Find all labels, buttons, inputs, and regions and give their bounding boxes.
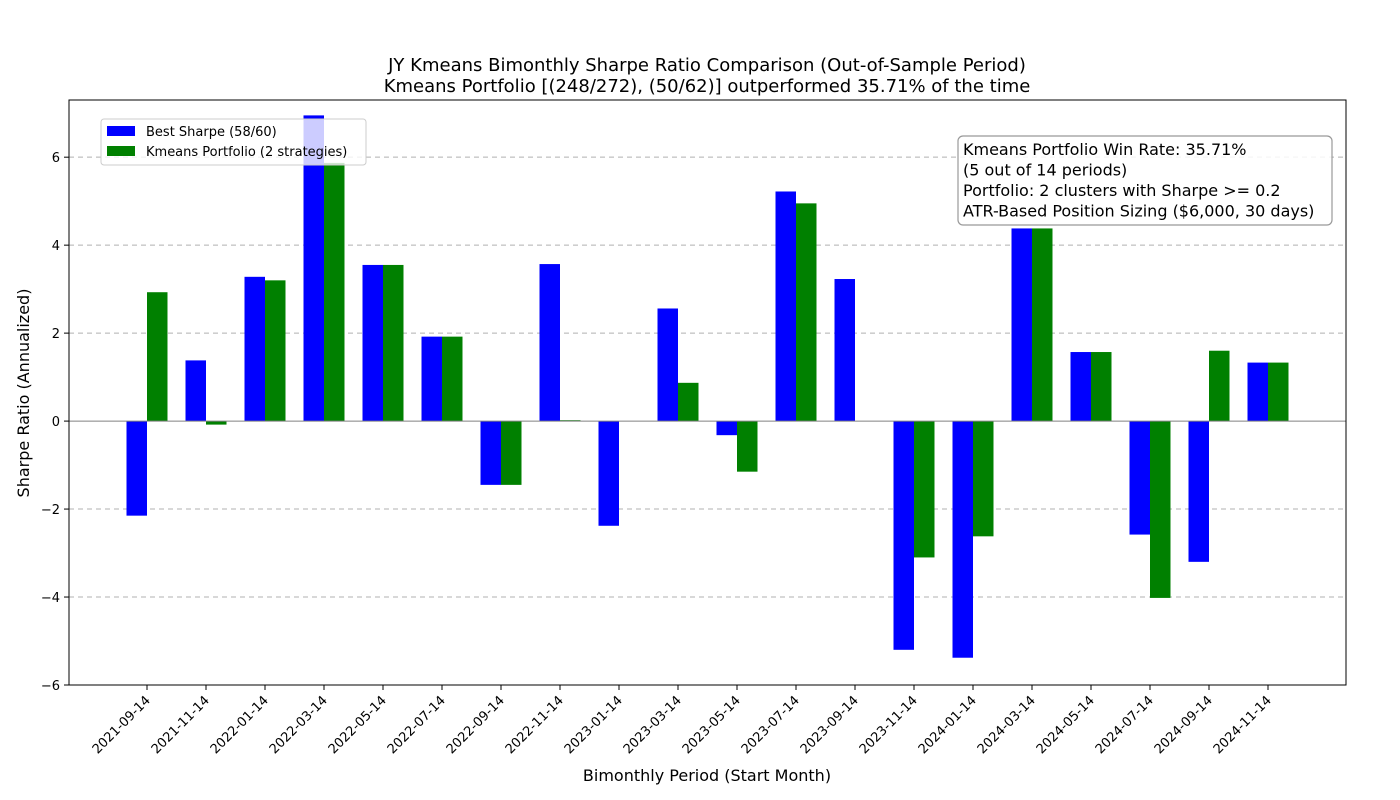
x-axis-label: Bimonthly Period (Start Month) bbox=[583, 766, 831, 785]
best-sharpe-bar-2024-03-14 bbox=[1011, 228, 1032, 422]
x-tick-label: 2023-01-14 bbox=[562, 693, 626, 757]
x-tick-label: 2021-11-14 bbox=[149, 693, 213, 757]
y-tick-label: 2 bbox=[52, 327, 60, 342]
best-sharpe-bar-2022-05-14 bbox=[362, 264, 383, 422]
x-tick-label: 2022-01-14 bbox=[208, 693, 272, 757]
kmeans-portfolio-bar-2023-03-14 bbox=[678, 382, 699, 422]
kmeans-portfolio-bar-2022-03-14 bbox=[324, 162, 345, 422]
annotation-line: ATR-Based Position Sizing ($6,000, 30 da… bbox=[963, 202, 1314, 221]
best-sharpe-bar-2023-11-14 bbox=[893, 421, 914, 650]
annotation-line: (5 out of 14 periods) bbox=[963, 161, 1127, 180]
best-sharpe-bar-2022-09-14 bbox=[480, 421, 501, 485]
x-ticks: 2021-09-142021-11-142022-01-142022-03-14… bbox=[90, 685, 1275, 757]
annotation-box bbox=[957, 135, 1333, 226]
best-sharpe-bar-2023-05-14 bbox=[716, 421, 737, 436]
y-tick-label: 0 bbox=[52, 415, 60, 430]
x-tick-label: 2024-07-14 bbox=[1093, 693, 1157, 757]
best-sharpe-bar-2021-11-14 bbox=[185, 360, 206, 422]
x-tick-label: 2023-05-14 bbox=[680, 693, 744, 757]
kmeans-portfolio-bar-2024-11-14 bbox=[1268, 362, 1289, 422]
chart-title: JY Kmeans Bimonthly Sharpe Ratio Compari… bbox=[387, 55, 1026, 76]
best-sharpe-bar-2024-07-14 bbox=[1129, 421, 1150, 535]
x-tick-label: 2023-03-14 bbox=[621, 693, 685, 757]
kmeans-portfolio-bar-2024-07-14 bbox=[1150, 421, 1171, 598]
annotation-line: Portfolio: 2 clusters with Sharpe >= 0.2 bbox=[963, 181, 1281, 200]
plot-frame bbox=[68, 99, 1347, 686]
legend: Best Sharpe (58/60) Kmeans Portfolio (2 s… bbox=[100, 118, 367, 166]
win-rate-annotation: Kmeans Portfolio Win Rate: 35.71% (5 out … bbox=[957, 135, 1333, 226]
kmeans-portfolio-bar-2021-11-14 bbox=[206, 421, 227, 425]
kmeans-portfolio-bar-2022-01-14 bbox=[265, 280, 286, 422]
kmeans-portfolio-bar-2023-11-14 bbox=[914, 421, 935, 558]
best-sharpe-bar-2021-09-14 bbox=[126, 421, 147, 516]
y-tick-label: −4 bbox=[41, 591, 60, 606]
kmeans-portfolio-bar-2022-09-14 bbox=[501, 421, 522, 485]
kmeans-portfolio-bar-2024-01-14 bbox=[973, 421, 994, 537]
kmeans-portfolio-bar-2024-09-14 bbox=[1209, 350, 1230, 422]
kmeans-portfolio-bar-2023-07-14 bbox=[796, 203, 817, 422]
x-tick-label: 2022-09-14 bbox=[444, 693, 508, 757]
kmeans-portfolio-bar-2022-05-14 bbox=[383, 264, 404, 422]
x-tick-label: 2021-09-14 bbox=[90, 693, 154, 757]
y-tick-label: 6 bbox=[52, 151, 60, 166]
best-sharpe-bar-2022-01-14 bbox=[244, 276, 265, 422]
annotation-line: Kmeans Portfolio Win Rate: 35.71% bbox=[963, 140, 1247, 159]
best-sharpe-bar-2024-11-14 bbox=[1247, 362, 1268, 422]
chart-subtitle: Kmeans Portfolio [(248/272), (50/62)] ou… bbox=[384, 76, 1031, 97]
best-sharpe-bar-2023-03-14 bbox=[657, 308, 678, 422]
x-tick-label: 2022-03-14 bbox=[267, 693, 331, 757]
axes bbox=[68, 99, 1347, 686]
kmeans-portfolio-bar-2024-03-14 bbox=[1032, 228, 1053, 422]
best-sharpe-bar-2023-09-14 bbox=[834, 279, 855, 422]
bars bbox=[126, 115, 1289, 658]
legend-entry: Kmeans Portfolio (2 strategies) bbox=[146, 145, 347, 160]
best-sharpe-bar-2022-11-14 bbox=[539, 264, 560, 422]
legend-swatch bbox=[107, 146, 135, 156]
legend-entry: Best Sharpe (58/60) bbox=[146, 125, 277, 140]
kmeans-portfolio-bar-2022-07-14 bbox=[442, 336, 463, 422]
best-sharpe-bar-2023-01-14 bbox=[598, 421, 619, 526]
best-sharpe-bar-2022-07-14 bbox=[421, 336, 442, 422]
y-tick-label: −2 bbox=[41, 503, 60, 518]
legend-swatch bbox=[107, 126, 135, 136]
y-ticks: −6 −4 −2 0 2 4 6 bbox=[41, 151, 69, 694]
x-tick-label: 2023-11-14 bbox=[857, 693, 921, 757]
kmeans-portfolio-bar-2024-05-14 bbox=[1091, 352, 1112, 422]
x-tick-label: 2022-11-14 bbox=[503, 693, 567, 757]
best-sharpe-bar-2024-01-14 bbox=[952, 421, 973, 658]
legend-box bbox=[100, 118, 367, 166]
best-sharpe-bar-2024-05-14 bbox=[1070, 352, 1091, 422]
kmeans-portfolio-bar-2021-09-14 bbox=[147, 292, 168, 422]
x-tick-label: 2024-05-14 bbox=[1034, 693, 1098, 757]
x-tick-label: 2022-07-14 bbox=[385, 693, 449, 757]
x-tick-label: 2022-05-14 bbox=[326, 693, 390, 757]
x-tick-label: 2024-09-14 bbox=[1152, 693, 1216, 757]
x-tick-label: 2024-01-14 bbox=[916, 693, 980, 757]
kmeans-portfolio-bar-2023-05-14 bbox=[737, 421, 758, 472]
x-tick-label: 2023-07-14 bbox=[739, 693, 803, 757]
best-sharpe-bar-2022-03-14 bbox=[303, 115, 324, 422]
y-tick-label: 4 bbox=[52, 239, 60, 254]
x-tick-label: 2023-09-14 bbox=[798, 693, 862, 757]
x-tick-label: 2024-11-14 bbox=[1211, 693, 1275, 757]
x-tick-label: 2024-03-14 bbox=[975, 693, 1039, 757]
best-sharpe-bar-2023-07-14 bbox=[775, 191, 796, 422]
y-axis-label: Sharpe Ratio (Annualized) bbox=[14, 289, 33, 498]
best-sharpe-bar-2024-09-14 bbox=[1188, 421, 1209, 562]
y-tick-label: −6 bbox=[41, 679, 60, 694]
